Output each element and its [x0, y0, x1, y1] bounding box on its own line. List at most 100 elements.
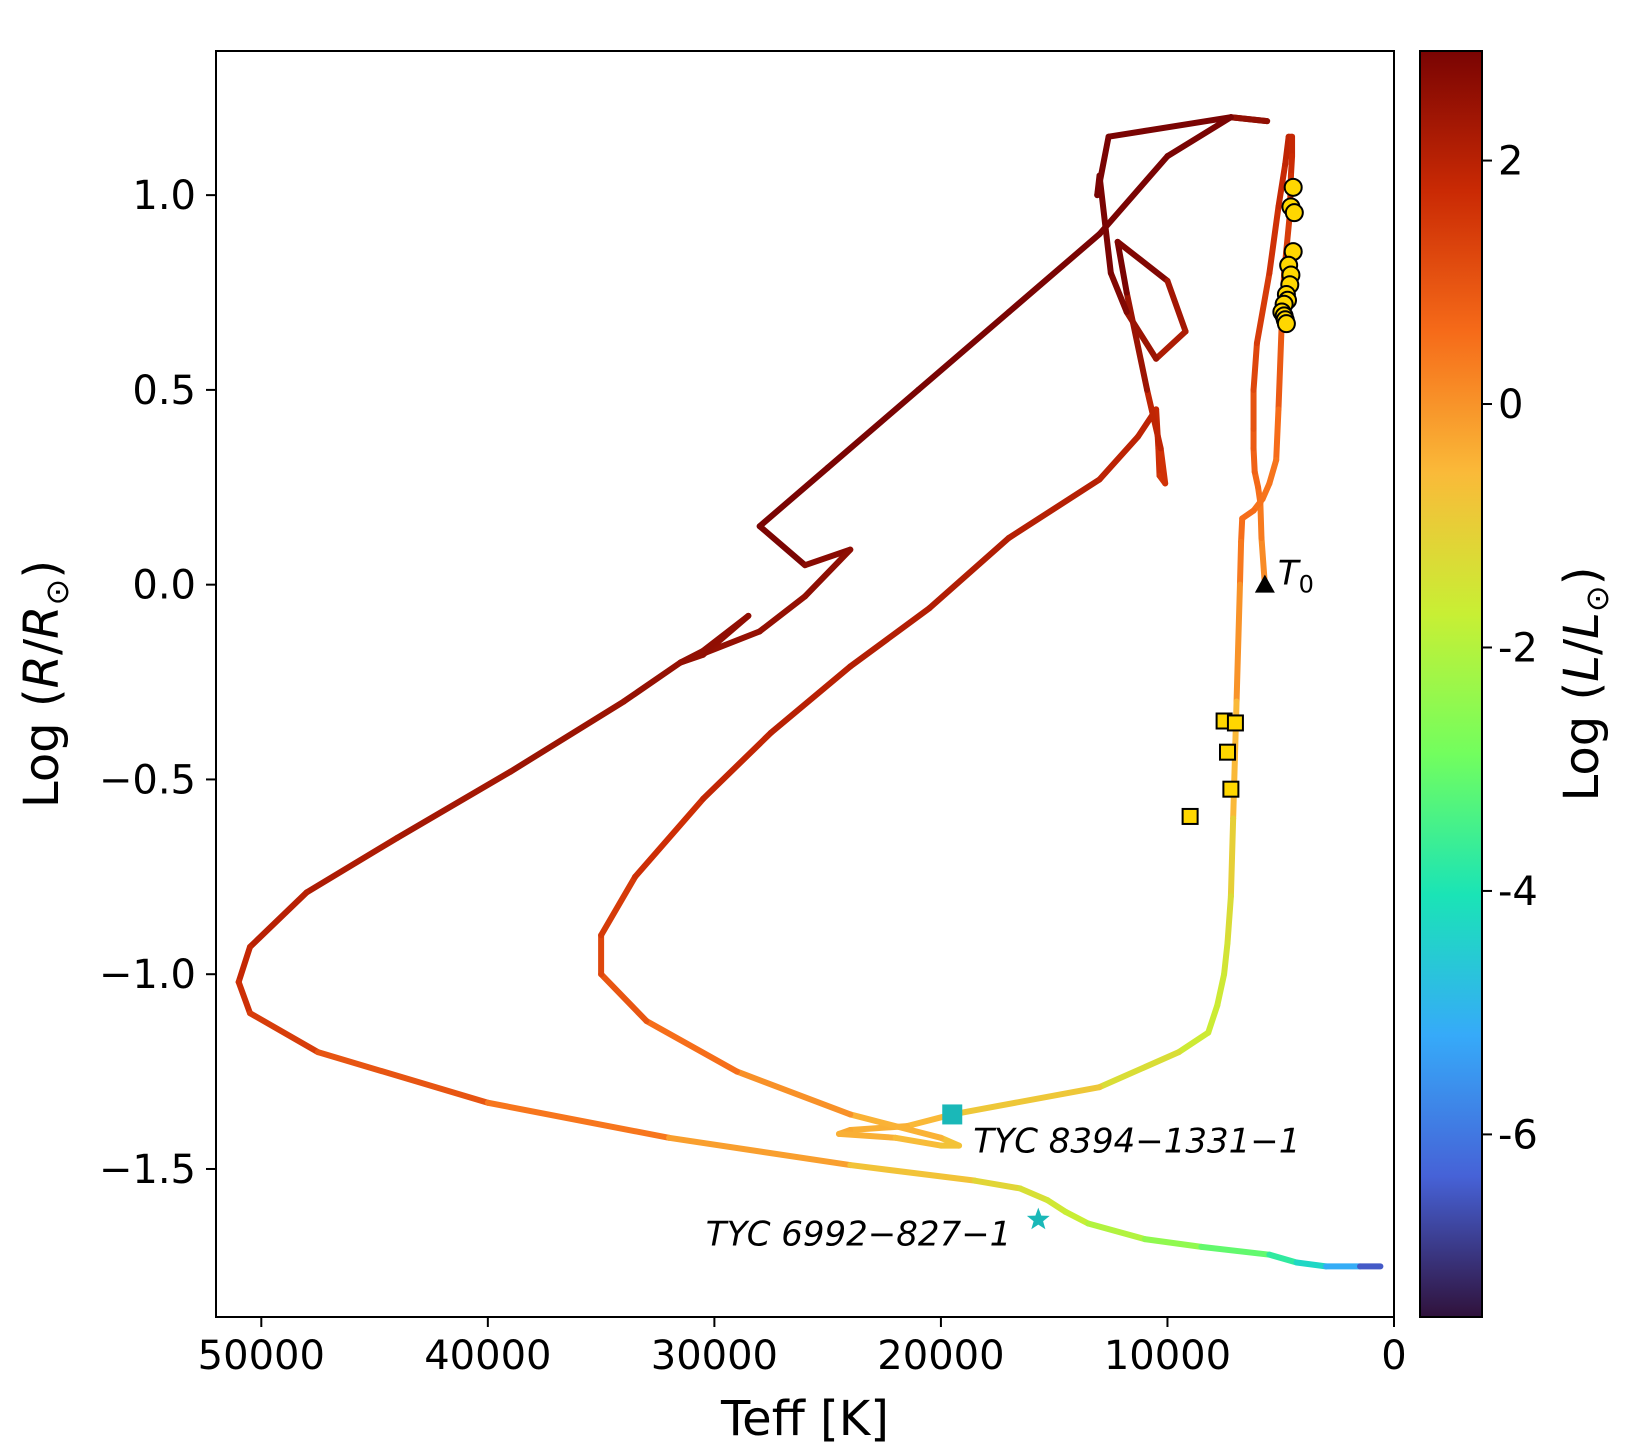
track-segment: [484, 1099, 673, 1141]
triangle-label: T0: [1278, 554, 1314, 599]
track-segment: [1164, 277, 1189, 335]
track-segment: [1062, 1208, 1092, 1227]
track-segment: [507, 698, 627, 775]
track-segment: [314, 1049, 491, 1106]
track-segment: [1205, 1002, 1221, 1036]
track-segment: [971, 1177, 1024, 1192]
y-axis-label: Log (R/R⊙): [14, 560, 76, 808]
track-segment: [1153, 328, 1189, 362]
track-segment: [1114, 238, 1171, 284]
track-segment: [1253, 270, 1273, 347]
colorbar-tick-label: 2: [1498, 139, 1523, 185]
track-segment: [1096, 1049, 1182, 1091]
x-tick-label: 50000: [198, 1333, 325, 1379]
colorbar-tick-label: 0: [1498, 382, 1523, 428]
track-segment: [303, 834, 401, 896]
track-segment: [1227, 114, 1271, 125]
track-segment: [1044, 1197, 1069, 1215]
track: [235, 114, 1384, 1270]
x-tick-label: 30000: [651, 1333, 778, 1379]
track-segment: [1250, 340, 1260, 393]
track-segment: [1287, 153, 1296, 179]
colorbar-tick-label: -4: [1498, 869, 1538, 915]
x-axis-label: Teff [K]: [720, 1391, 889, 1447]
track-segment: [598, 971, 650, 1024]
track-segment: [756, 523, 808, 569]
track-segment: [394, 768, 514, 841]
track-segment: [235, 943, 253, 985]
track-segment: [1266, 203, 1282, 277]
circle-marker: [1276, 314, 1296, 334]
track-segment: [235, 978, 253, 1017]
target-star-label: TYC 6992−827−1: [706, 1215, 1012, 1255]
track-segment: [926, 534, 1012, 612]
track-segment: [1141, 1236, 1205, 1250]
track-segment: [1123, 308, 1160, 362]
track-segment: [949, 1084, 1103, 1118]
track-segment: [1227, 815, 1237, 900]
track-segment: [700, 729, 775, 802]
track-segment: [1096, 153, 1171, 238]
track-segment: [1238, 515, 1246, 545]
square-marker: [1226, 714, 1244, 732]
colorbar-tick-label: -6: [1498, 1112, 1538, 1158]
track-segment: [666, 1134, 854, 1169]
annotations: T0 TYC 8394−1331−1 TYC 6992−827−1: [706, 554, 1314, 1255]
x-tick-label: 20000: [877, 1333, 1004, 1379]
track-segment: [1105, 114, 1234, 140]
y-tick-label: 1.0: [132, 173, 196, 219]
plot-frame: [215, 50, 1395, 1318]
y-axis: 1.0 0.5 0.0 −0.5 −1.0 −1.5: [99, 173, 216, 1193]
track-segment: [1266, 457, 1280, 487]
circle-marker: [1283, 177, 1303, 197]
track-segment: [1236, 538, 1245, 588]
track-segment: [756, 464, 831, 530]
track-segment: [1157, 445, 1169, 487]
track-segment: [1005, 231, 1103, 315]
circle-marker: [1284, 203, 1304, 223]
track-segment: [1275, 160, 1289, 210]
square-marker: [1181, 807, 1199, 825]
track-segment: [835, 1130, 899, 1141]
track-segment: [1221, 940, 1231, 978]
x-tick-label: 0: [1381, 1333, 1406, 1379]
track-segment: [1275, 316, 1285, 413]
track-segment: [1107, 270, 1130, 315]
colorbar-axis: 2 0 -2 -4 -6: [1482, 139, 1538, 1158]
track-segment: [677, 647, 707, 666]
y-tick-label: −1.0: [99, 952, 196, 998]
markers: [942, 177, 1304, 1230]
track-segment: [847, 605, 933, 670]
track-segment: [802, 546, 854, 569]
track-segment: [1250, 445, 1258, 475]
track-segment: [632, 795, 707, 880]
target-square-label: TYC 8394−1331−1: [973, 1121, 1300, 1161]
square-marker: [1218, 743, 1236, 761]
colorbar: [1419, 50, 1483, 1318]
track-segment: [1257, 499, 1265, 541]
track-segment: [937, 1134, 963, 1149]
track-segment: [598, 873, 639, 939]
y-tick-label: −1.5: [99, 1147, 196, 1193]
track-segment: [1224, 893, 1234, 947]
y-tick-label: 0.0: [132, 563, 196, 609]
track-segment: [892, 1134, 944, 1149]
track-segment: [1164, 114, 1234, 160]
track-segment: [1233, 581, 1243, 705]
track-segment: [1293, 1259, 1330, 1270]
track-segment: [1144, 386, 1164, 452]
target-square-marker: [942, 1104, 963, 1125]
colorbar-tick-label: -2: [1498, 625, 1538, 671]
y-tick-label: 0.5: [132, 368, 196, 414]
track-segment: [847, 1162, 978, 1184]
x-tick-label: 40000: [424, 1333, 551, 1379]
track-segment: [1198, 1243, 1273, 1258]
track-segment: [1273, 406, 1282, 464]
track-segment: [1096, 433, 1142, 483]
track-segment: [734, 1068, 854, 1118]
square-marker: [1222, 780, 1240, 798]
track-segment: [1005, 476, 1103, 541]
track-segment: [915, 308, 1012, 393]
track-segment: [620, 659, 684, 705]
